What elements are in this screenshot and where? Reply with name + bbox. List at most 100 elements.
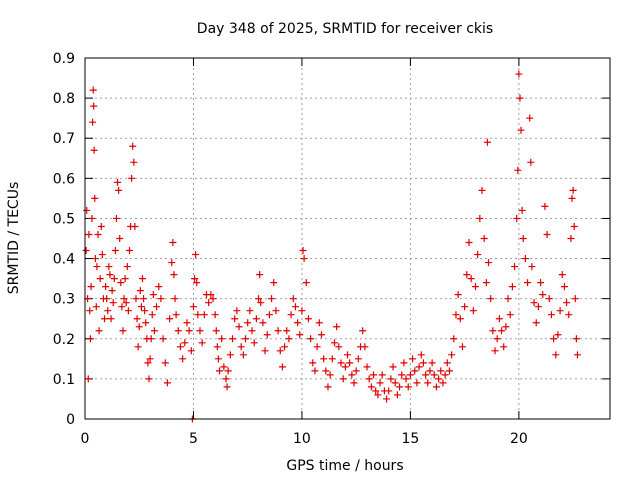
data-point (259, 319, 267, 327)
data-point (209, 295, 217, 303)
data-point (268, 295, 276, 303)
data-point (572, 335, 580, 343)
x-axis-label: GPS time / hours (286, 458, 403, 474)
data-point (406, 371, 414, 379)
data-point (171, 295, 179, 303)
data-point (95, 327, 103, 335)
data-point (136, 287, 144, 295)
data-point (393, 391, 401, 399)
y-tick-label: 0.7 (53, 131, 75, 147)
data-point (98, 251, 106, 259)
data-point (140, 295, 148, 303)
data-point (248, 327, 256, 335)
data-point (456, 315, 464, 323)
data-point (415, 363, 423, 371)
data-point (216, 367, 224, 375)
data-point (93, 263, 101, 271)
data-point (528, 263, 536, 271)
data-point (352, 367, 360, 375)
data-point (118, 303, 126, 311)
data-point (539, 291, 547, 299)
y-tick-label: 0.8 (53, 91, 75, 107)
data-point (107, 315, 115, 323)
data-point (567, 235, 575, 242)
data-point (94, 230, 102, 238)
data-point (183, 319, 191, 327)
data-point (90, 102, 98, 110)
data-point (495, 315, 503, 323)
data-point (307, 335, 315, 343)
data-point (163, 379, 171, 387)
data-point (110, 275, 118, 283)
data-point (532, 319, 540, 327)
data-point (458, 343, 466, 351)
data-point (226, 351, 234, 359)
data-point (105, 263, 113, 271)
data-point (250, 339, 258, 347)
data-point (354, 355, 362, 363)
data-point (333, 323, 341, 331)
data-point (298, 307, 306, 315)
data-point (128, 174, 136, 182)
data-point (122, 299, 130, 307)
data-point (389, 363, 397, 371)
data-point (530, 299, 538, 307)
data-point (205, 299, 213, 307)
data-point (213, 343, 221, 351)
data-point (285, 335, 293, 343)
data-point (322, 367, 330, 375)
data-point (124, 307, 132, 315)
data-point (556, 307, 564, 315)
data-point (109, 299, 117, 307)
data-point (502, 323, 510, 331)
y-axis-label: SRMTID / TECUs (6, 182, 22, 295)
data-point (474, 251, 482, 259)
data-point (88, 214, 96, 222)
data-point (489, 327, 497, 335)
data-point (150, 327, 158, 335)
data-point (383, 395, 391, 403)
data-point (141, 307, 149, 315)
data-point (315, 319, 323, 327)
data-point (424, 379, 432, 387)
data-point (568, 194, 576, 202)
data-point (508, 283, 516, 291)
data-point (111, 247, 119, 255)
data-point (517, 126, 525, 134)
data-point (114, 178, 122, 186)
data-point (570, 222, 578, 230)
data-point (348, 371, 356, 379)
data-point (85, 230, 93, 238)
data-point (157, 295, 165, 303)
x-tick-label: 5 (189, 431, 198, 447)
data-point (554, 331, 562, 339)
data-point (413, 379, 421, 387)
data-point (335, 343, 343, 351)
data-point (149, 291, 157, 299)
data-point (452, 311, 460, 319)
data-point (563, 299, 571, 307)
data-point (391, 379, 399, 387)
data-point (291, 303, 299, 311)
y-tick-label: 0.5 (53, 211, 75, 227)
plot-frame (84, 57, 611, 420)
data-point (170, 271, 178, 279)
data-point (417, 351, 425, 359)
data-points (82, 70, 581, 423)
data-point (526, 114, 534, 122)
data-point (402, 375, 410, 383)
data-point (281, 343, 289, 351)
data-point (514, 166, 522, 174)
data-point (191, 275, 199, 283)
data-point (326, 371, 334, 379)
data-point (218, 335, 226, 343)
data-point (172, 311, 180, 319)
data-point (411, 367, 419, 375)
data-point (84, 375, 92, 383)
data-point (480, 235, 488, 242)
data-point (511, 263, 519, 271)
data-point (518, 206, 526, 214)
y-tick-label: 0.1 (53, 372, 75, 388)
data-point (192, 251, 200, 259)
